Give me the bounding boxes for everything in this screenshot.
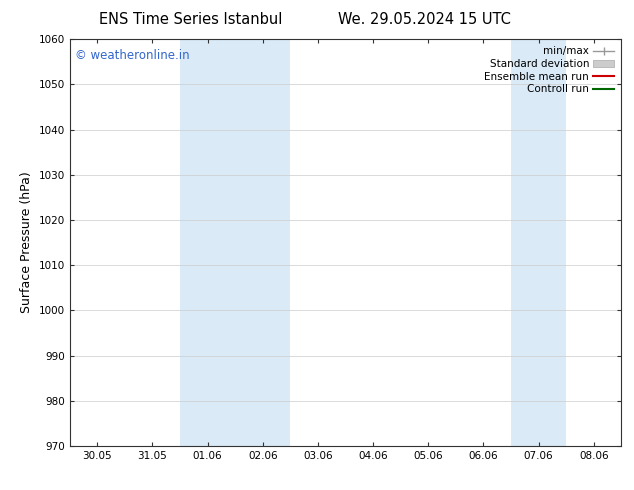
Bar — [511, 39, 566, 446]
Y-axis label: Surface Pressure (hPa): Surface Pressure (hPa) — [20, 172, 33, 314]
Bar — [180, 39, 290, 446]
Legend: min/max, Standard deviation, Ensemble mean run, Controll run: min/max, Standard deviation, Ensemble me… — [482, 45, 616, 97]
Text: We. 29.05.2024 15 UTC: We. 29.05.2024 15 UTC — [339, 12, 511, 27]
Text: © weatheronline.in: © weatheronline.in — [75, 49, 190, 62]
Text: ENS Time Series Istanbul: ENS Time Series Istanbul — [98, 12, 282, 27]
